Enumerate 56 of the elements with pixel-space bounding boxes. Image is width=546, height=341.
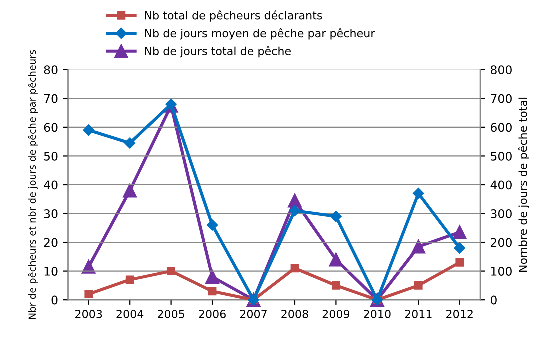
x-tick-label: 2012 bbox=[446, 310, 473, 318]
point bbox=[288, 194, 302, 208]
point bbox=[456, 258, 464, 267]
x-tick-label: 2005 bbox=[158, 310, 184, 318]
x-tick-label: 2011 bbox=[405, 310, 432, 318]
point bbox=[330, 211, 342, 222]
point bbox=[413, 188, 424, 200]
point bbox=[166, 98, 177, 110]
point bbox=[206, 220, 218, 231]
x-tick-label: 2004 bbox=[116, 310, 144, 318]
y2-tick-label: 400 bbox=[490, 180, 512, 190]
y-tick-label: 40 bbox=[44, 180, 58, 190]
point bbox=[167, 267, 176, 276]
y2-tick-label: 100 bbox=[492, 267, 512, 276]
y-axis-title: Nbr de pêcheurs et nbr de jours de pêche par pêcheurs bbox=[28, 50, 38, 320]
x-tick-label: 2003 bbox=[76, 310, 102, 318]
y-tick-label: 80 bbox=[44, 66, 58, 75]
y2-tick-label: 300 bbox=[491, 209, 512, 218]
point bbox=[82, 260, 96, 274]
y2-tick-label: 800 bbox=[491, 66, 512, 75]
point bbox=[290, 264, 300, 273]
x-tick-label: 2009 bbox=[322, 310, 350, 318]
point bbox=[454, 242, 466, 254]
legend-label: Nb total de pêcheurs déclarants bbox=[145, 10, 322, 22]
point bbox=[84, 290, 94, 298]
y-tick-label: 30 bbox=[44, 209, 58, 218]
y-tick-label: 70 bbox=[44, 94, 58, 104]
y-tick-label: 10 bbox=[44, 267, 58, 276]
point bbox=[83, 124, 94, 136]
point bbox=[414, 282, 423, 290]
y-tick-label: 50 bbox=[44, 152, 58, 161]
y-tick-label: 60 bbox=[44, 123, 58, 132]
y2-tick-label: 500 bbox=[491, 152, 512, 161]
y2-tick-label: 600 bbox=[491, 123, 512, 132]
x-tick-label: 2006 bbox=[199, 310, 226, 318]
legend-label: Nb de jours moyen de pêche par pêcheur bbox=[145, 28, 376, 40]
y-tick-label: 20 bbox=[44, 238, 58, 248]
x-tick-label: 2007 bbox=[240, 310, 267, 318]
point bbox=[289, 205, 301, 216]
legend-label: Nb de jours total de pêche bbox=[145, 46, 291, 58]
point bbox=[412, 240, 426, 254]
point bbox=[208, 287, 217, 296]
y2-tick-label: 700 bbox=[491, 94, 512, 104]
point bbox=[332, 282, 340, 290]
point bbox=[124, 138, 136, 149]
point bbox=[206, 270, 220, 284]
x-tick-label: 2008 bbox=[282, 310, 308, 318]
y2-tick-label: 0 bbox=[490, 296, 497, 305]
point bbox=[452, 226, 467, 240]
point bbox=[123, 184, 138, 198]
y-tick-label: 0 bbox=[52, 296, 58, 305]
y2-axis-title: Nombre de jours de pêche total bbox=[518, 98, 530, 272]
point bbox=[126, 276, 134, 284]
y2-tick-label: 200 bbox=[491, 238, 512, 248]
x-tick-label: 2010 bbox=[364, 310, 391, 318]
point bbox=[329, 252, 344, 267]
